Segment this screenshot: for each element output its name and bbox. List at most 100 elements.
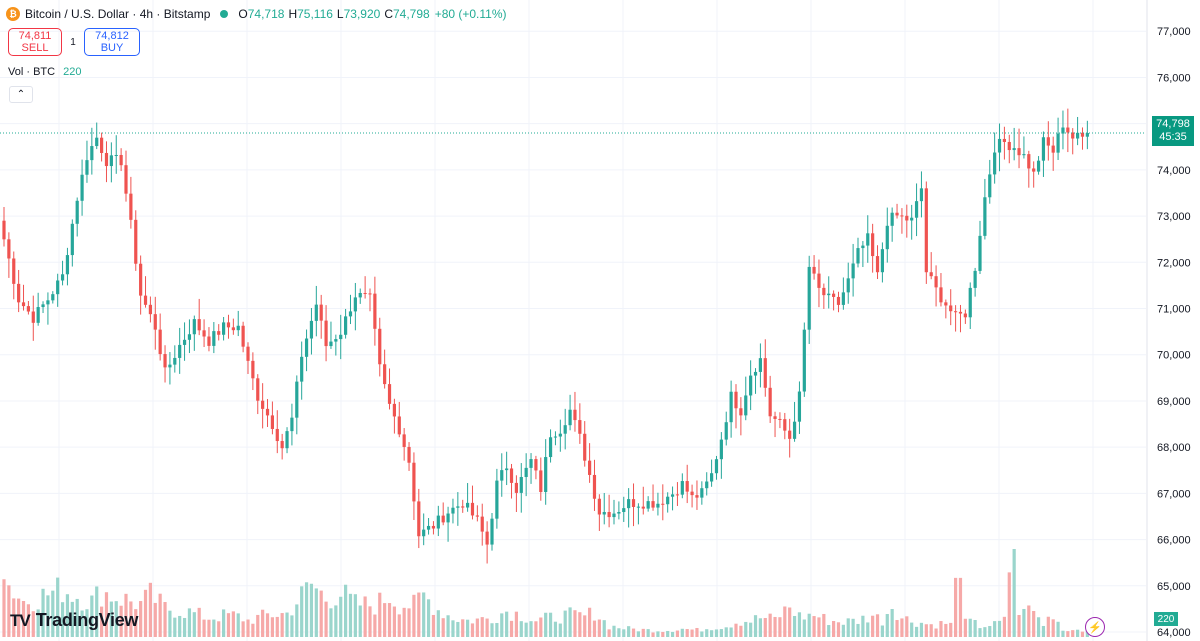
volume-bar	[129, 601, 133, 637]
volume-bar	[534, 621, 538, 637]
candle-body	[197, 319, 201, 331]
y-axis-tick-label: 65,000	[1157, 581, 1191, 593]
candle-body	[797, 391, 802, 422]
candle-body	[500, 470, 504, 481]
volume-bar	[558, 623, 562, 637]
volume-bar	[592, 620, 597, 637]
candle-body	[422, 529, 426, 537]
volume-bar	[666, 630, 670, 637]
candle-body	[514, 482, 518, 493]
collapse-chevron-icon[interactable]: ⌃	[9, 86, 33, 103]
volume-bar	[163, 602, 167, 637]
candle-body	[21, 302, 26, 307]
volume-bar	[251, 623, 255, 637]
volume-bar	[778, 617, 782, 637]
volume-bar	[143, 589, 148, 637]
symbol-title[interactable]: Bitcoin / U.S. Dollar · 4h · Bitstamp	[25, 7, 211, 21]
volume-bar	[685, 629, 689, 637]
volume-bar	[12, 598, 16, 637]
volume-bar	[866, 622, 870, 637]
volume-bar	[90, 595, 94, 637]
candle-body	[309, 320, 314, 339]
candle-body	[685, 481, 689, 492]
volume-bar	[402, 607, 406, 637]
candle-body	[285, 431, 289, 449]
candle-body	[690, 491, 694, 496]
candle-body	[231, 327, 235, 331]
candle-body	[178, 344, 182, 358]
volume-legend[interactable]: Vol · BTC 220	[8, 66, 81, 78]
volume-bar	[114, 601, 118, 637]
volume-bar	[100, 606, 104, 637]
candle-body	[163, 354, 167, 368]
candle-body	[509, 468, 514, 483]
volume-bar	[627, 626, 631, 637]
volume-bar	[910, 622, 914, 637]
volume-bar	[602, 620, 606, 637]
candle-body	[417, 501, 421, 537]
candle-body	[1022, 154, 1026, 156]
candle-body	[573, 409, 577, 421]
volume-bar	[788, 607, 792, 637]
volume-bar	[973, 620, 977, 637]
volume-bar	[363, 596, 367, 637]
bar-countdown: 45:35	[1159, 131, 1187, 143]
candle-body	[602, 511, 606, 515]
candle-body	[182, 339, 187, 345]
candle-body	[914, 201, 919, 218]
candle-body	[412, 462, 416, 502]
volume-bar	[265, 613, 270, 637]
close-label: C	[384, 7, 393, 21]
candle-body	[495, 480, 499, 519]
candle-body	[139, 263, 143, 296]
candle-body	[217, 331, 221, 335]
candle-body	[578, 420, 582, 434]
volume-bar	[407, 608, 411, 637]
candle-body	[134, 219, 138, 264]
volume-bar	[612, 625, 616, 637]
volume-bar	[978, 628, 982, 637]
candle-body	[173, 357, 177, 365]
tradingview-logo[interactable]: TV TradingView	[10, 610, 138, 631]
candle-body	[895, 212, 899, 216]
candle-body	[451, 507, 455, 514]
volume-bar	[885, 614, 889, 637]
volume-bar	[344, 584, 348, 637]
market-open-dot-icon	[220, 10, 229, 18]
candle-body	[90, 146, 94, 161]
volume-bar	[963, 618, 967, 637]
candle-body	[617, 512, 621, 514]
candle-body	[505, 468, 509, 471]
volume-bar	[500, 613, 504, 637]
candle-body	[329, 341, 333, 347]
last-price-tag: 74,798 45:35	[1152, 116, 1194, 146]
candle-body	[846, 278, 850, 293]
candle-body	[890, 212, 894, 226]
volume-bar	[285, 612, 289, 637]
candle-body	[95, 137, 99, 147]
sell-button[interactable]: 74,811 SELL	[8, 28, 62, 56]
candle-body	[905, 215, 909, 221]
candle-body	[719, 439, 723, 460]
candle-body	[60, 274, 65, 281]
volume-bar	[436, 610, 440, 637]
high-value: 75,116	[297, 7, 333, 21]
candle-body	[192, 319, 196, 335]
candle-body	[592, 474, 597, 499]
volume-bar	[792, 615, 797, 637]
candle-body	[812, 266, 816, 274]
volume-bar	[651, 632, 655, 637]
candle-body	[832, 293, 836, 297]
candle-body	[226, 322, 231, 328]
volume-bar	[85, 609, 89, 637]
volume-bar	[583, 615, 587, 637]
high-label: H	[288, 7, 298, 21]
flash-icon[interactable]: ⚡	[1085, 617, 1105, 637]
candle-body	[670, 494, 675, 497]
buy-button[interactable]: 74,812 BUY	[84, 28, 140, 56]
volume-bar	[997, 620, 1002, 637]
volume-bar	[641, 628, 645, 637]
volume-bar	[1046, 616, 1050, 637]
candle-body	[978, 235, 982, 271]
